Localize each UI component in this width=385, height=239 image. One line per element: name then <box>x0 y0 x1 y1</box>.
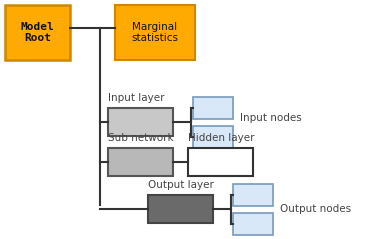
Bar <box>188 148 253 176</box>
Bar <box>193 97 233 119</box>
Text: Sub network: Sub network <box>108 133 174 143</box>
Text: Output layer: Output layer <box>148 180 214 190</box>
Bar <box>115 5 195 60</box>
Text: Marginal
statistics: Marginal statistics <box>132 22 179 43</box>
Bar <box>148 195 213 223</box>
Bar <box>108 108 173 136</box>
Bar <box>233 184 273 206</box>
Bar <box>108 148 173 176</box>
Text: Input layer: Input layer <box>108 93 164 103</box>
Bar <box>5 5 70 60</box>
Bar <box>193 126 233 148</box>
Text: Model
Root: Model Root <box>21 22 54 43</box>
Text: Output nodes: Output nodes <box>280 204 351 214</box>
Text: Hidden layer: Hidden layer <box>188 133 254 143</box>
Bar <box>233 213 273 235</box>
Text: Input nodes: Input nodes <box>240 113 302 123</box>
